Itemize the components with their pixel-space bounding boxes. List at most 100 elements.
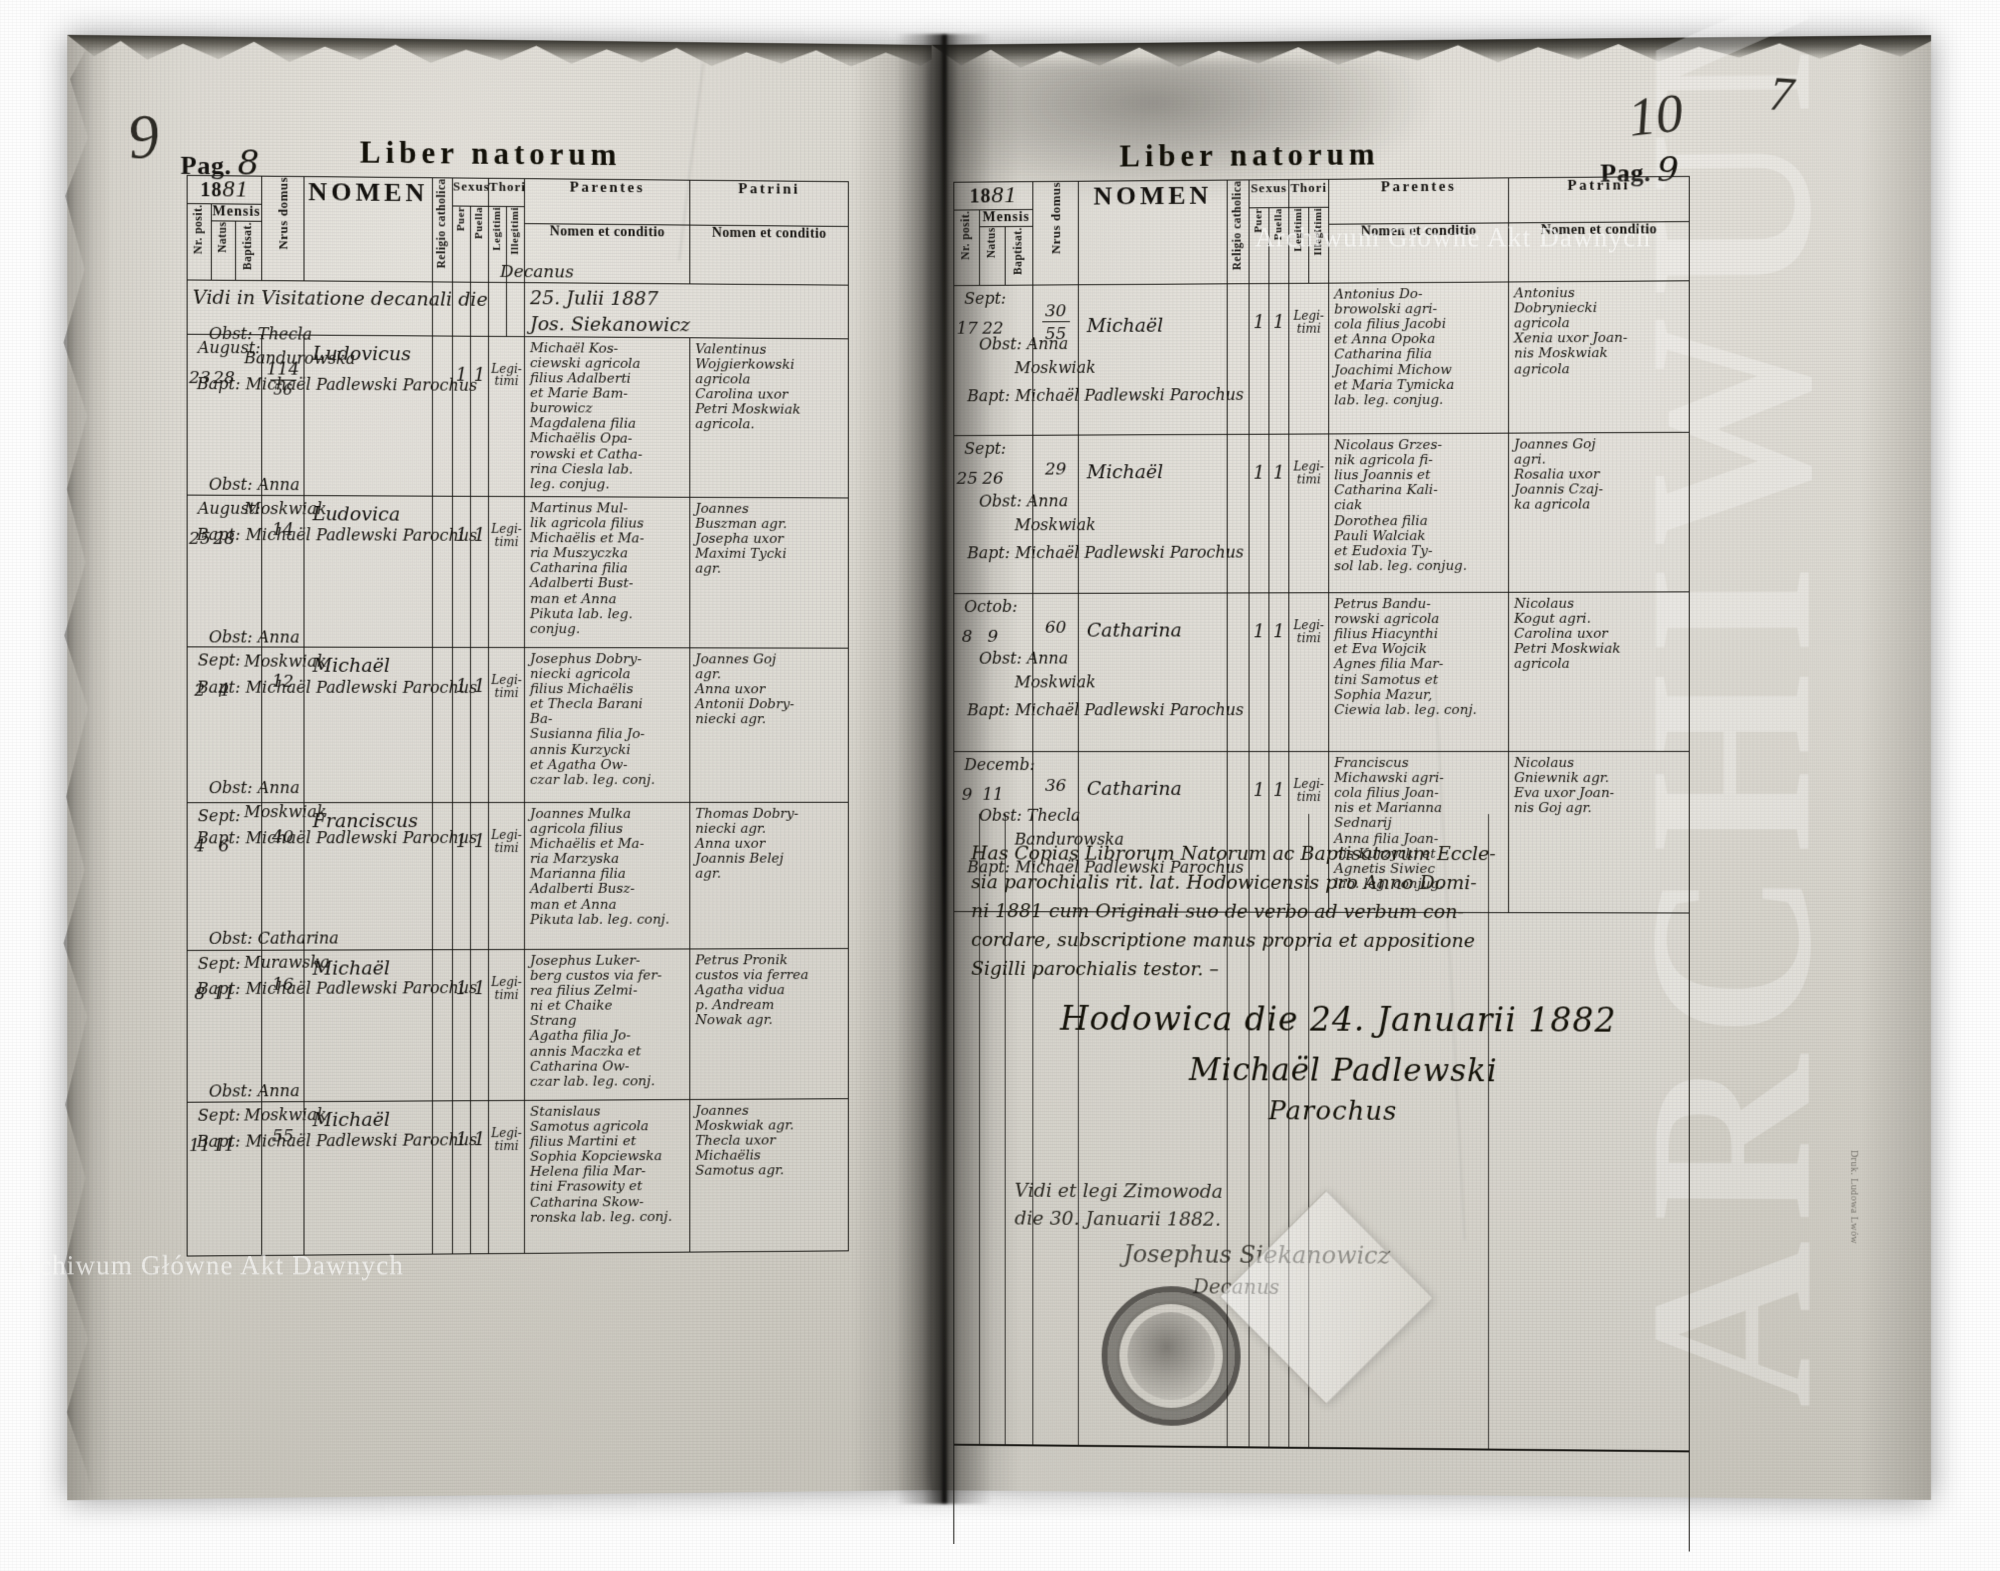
row-month: Sept: [197,806,241,826]
row-patrini-cell: Petrus Pronik custos via ferrea Agatha v… [689,948,849,1100]
row-religio-cell [1227,434,1250,593]
row-parentes-cell: Michaël Kos- ciewski agricola filius Ada… [524,336,690,498]
left-col-parentes: Parentes [524,178,690,226]
row-puer-cell: 1 [452,802,471,950]
right-sub-patrini: Nomen et conditio [1508,221,1690,282]
cert-line-2: sia parochialis rit. lat. Hodowicensis p… [971,871,1477,894]
right-col-puer: Puer [1249,207,1269,284]
row-thori: Legi- timi [1293,459,1325,487]
row-natus: 8 [194,983,206,1004]
row-patrini: Petrus Pronik custos via ferrea Agatha v… [695,952,809,1029]
right-col-patrini: Patrini [1508,176,1690,223]
puer-label: Puer [1252,208,1265,233]
table-row: Sept: 17 22 30 55 Michaël [953,280,1690,436]
row-domus-cell: 114 56 [261,334,305,496]
left-page-leaf: ARCHIWUM 9 Pag.8 Liber natorum [67,0,1483,1500]
row-baptisat: 6 [218,836,230,857]
row-puer-cell: 1 [1249,592,1269,752]
illegitimi-label: Illegitimi [509,206,522,255]
row-patrini-cell: Thomas Dobry- niecki agr. Anna uxor Joan… [689,802,849,949]
visitation-line-1: Vidi in Visitatione decanali die [192,286,488,311]
row-puer: 1 [455,830,468,852]
row-month: Sept: [197,650,241,670]
row-nomen: Michaël [312,957,390,980]
row-patrini-cell: Joannes Goj agr. Anna uxor Antonii Dobry… [689,647,849,803]
row-patrini: Valentinus Wojgierkowski agricola Caroli… [695,341,801,433]
row-parentes: Josephus Luker- berg custos via fer- rea… [530,952,662,1090]
row-patrini: Nicolaus Gniewnik agr. Eva uxor Joan- ni… [1514,754,1615,817]
row-puella-cell: 1 [1268,283,1289,435]
right-col-thori: Thori [1288,179,1329,208]
row-puer: 1 [1253,779,1265,801]
row-puella-cell: 1 [470,802,489,950]
row-nomen-cell: Franciscus [304,802,433,951]
row-puella-cell: 1 [470,949,489,1101]
puella-label: Puella [473,206,486,240]
row-baptisat: 11 [213,1135,235,1156]
row-parentes-cell: Josephus Luker- berg custos via fer- rea… [524,948,690,1101]
row-thori-cell: Legi- timi [488,949,525,1101]
row-parentes: Michaël Kos- ciewski agricola filius Ada… [530,339,643,493]
row-puella: 1 [473,977,486,1000]
left-col-sexus: Sexus [452,177,490,207]
row-puer-cell: 1 [452,335,471,497]
row-patrini-cell: Joannes Moskwiak agr. Thecla uxor Michaë… [689,1098,849,1252]
row-nomen-cell: Michaël [304,949,433,1102]
row-parentes: Antonius Do- browolski agri- cola filius… [1334,286,1455,409]
row-month: August: [197,337,261,358]
year-prefix: 18 [200,179,223,202]
patrini-sub-label: Nomen et conditio [1540,222,1657,239]
left-col-natus: Natus [211,220,236,281]
right-col-illegitimi: Illegitimi [1308,207,1329,284]
cert-line-4: cordare, subscriptione manus propria et … [971,928,1476,952]
row-baptisat: 11 [213,983,235,1004]
row-natus: 4 [194,836,206,857]
row-baptisat: 28 [213,528,235,549]
book-gutter [896,34,992,1504]
year-ink: 81 [222,176,249,203]
religio-label: Religio catholica [435,178,448,269]
row-thori-cell: Legi- timi [488,647,525,803]
row-dates: Sept: 4 6 [187,802,262,951]
row-thori-cell: Legi- timi [488,802,525,950]
row-puer-cell: 1 [1249,283,1269,435]
nrus-domus-label: Nrus domus [1048,181,1064,255]
left-folio-number: 9 [124,101,163,173]
thori-label: Thori [489,178,526,195]
legitimi-label: Legitimi [491,206,504,251]
row-puer: 1 [455,675,468,697]
left-col-legitimi: Legitimi [488,206,507,283]
row-religio-cell [1227,283,1250,435]
row-thori: Legi- timi [491,974,522,1002]
row-domus: 16 [271,974,294,995]
row-domus-cell: 60 [1032,593,1079,752]
row-puella-cell: 1 [1268,434,1289,593]
nomen-label: NOMEN [308,177,429,208]
row-thori-cell: Legi- timi [1288,433,1329,593]
row-nomen: Catharina [1086,619,1182,642]
row-domus-cell: 30 55 [1032,284,1079,436]
row-parentes: Joannes Mulka agricola filius Michaëlis … [530,805,670,928]
row-dates: August: 25 28 [187,494,262,647]
right-folio-number: 10 [1625,82,1686,148]
visitation-line-2: Jos. Siekanowicz [530,313,691,337]
row-thori-cell: Legi- timi [1288,283,1329,435]
cert-place-date: Hodowica die 24. Januarii 1882 [1060,999,1617,1041]
row-nomen: Ludovicus [312,342,411,366]
book-spread: ARCHIWUM 9 Pag.8 Liber natorum [60,0,1940,1552]
illegitimi-label: Illegitimi [1312,207,1325,256]
row-domus: 114 [266,359,300,380]
right-col-sexus: Sexus [1249,179,1289,208]
left-col-patrini: Patrini [689,180,849,227]
table-row: August: 23 28 114 56 L [187,334,849,498]
right-col-parentes: Parentes [1328,177,1509,225]
right-col-religio: Religio catholica [1227,179,1250,284]
row-parentes-cell: Martinus Mul- lik agricola filius Michaë… [524,496,690,648]
nrus-domus-label: Nrus domus [275,176,291,250]
row-patrini: Nicolaus Kogut agri. Carolina uxor Petri… [1514,595,1621,673]
row-parentes: Petrus Bandu- rowski agricola filius Hia… [1334,595,1477,718]
row-puella: 1 [473,830,486,852]
row-puer: 1 [455,978,468,1000]
row-domus-cell: 16 [261,950,305,1102]
